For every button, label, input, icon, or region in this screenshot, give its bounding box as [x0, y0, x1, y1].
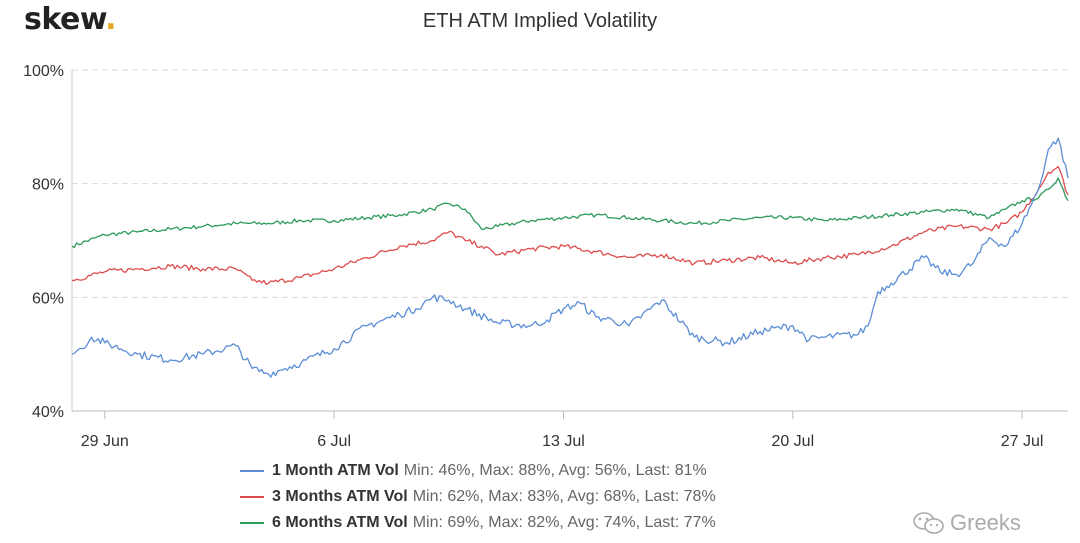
legend-swatch-3-months: [240, 496, 264, 498]
chart-title: ETH ATM Implied Volatility: [422, 10, 658, 32]
legend-label-6-months: 6 Months ATM Vol: [272, 514, 408, 531]
logo-dot: .: [105, 2, 117, 37]
logo-text: skew: [24, 2, 106, 37]
legend-stats-6-months: Min: 69%, Max: 82%, Avg: 74%, Last: 77%: [412, 514, 716, 531]
series-line-3-months: [71, 165, 1069, 286]
x-tick-label: 13 Jul: [542, 433, 585, 450]
series-line-1-month: [71, 137, 1069, 378]
legend-swatch-6-months: [240, 522, 264, 524]
legend-stats-1-month: Min: 46%, Max: 88%, Avg: 56%, Last: 81%: [403, 462, 707, 479]
y-tick-label: 60%: [32, 290, 64, 307]
watermark: Greeks: [912, 510, 1021, 536]
series-line-6-months: [71, 177, 1069, 249]
y-tick-label: 40%: [32, 404, 64, 421]
watermark-text: Greeks: [950, 510, 1021, 535]
legend-label-1-month: 1 Month ATM Vol: [272, 462, 399, 479]
legend-item-6-months[interactable]: 6 Months ATM Vol Min: 69%, Max: 82%, Avg…: [240, 510, 716, 536]
legend-stats-3-months: Min: 62%, Max: 83%, Avg: 68%, Last: 78%: [412, 488, 716, 505]
axes: 40% 60% 80% 100% 29 Jun 6 Jul 13 Jul 20 Jul 27 J…: [23, 63, 1068, 450]
x-tick-label: 29 Jun: [81, 433, 129, 450]
legend-item-1-month[interactable]: 1 Month ATM Vol Min: 46%, Max: 88%, Avg:…: [240, 458, 716, 484]
series-lines: [71, 137, 1069, 378]
x-tick-label: 20 Jul: [771, 433, 814, 450]
legend-label-3-months: 3 Months ATM Vol: [272, 488, 408, 505]
legend-swatch-1-month: [240, 470, 264, 472]
x-tick-label: 27 Jul: [1001, 433, 1044, 450]
skew-logo: skew.: [24, 2, 117, 37]
y-tick-label: 80%: [32, 177, 64, 194]
y-tick-label: 100%: [23, 63, 64, 80]
grid-lines: [72, 69, 1068, 298]
legend-item-3-months[interactable]: 3 Months ATM Vol Min: 62%, Max: 83%, Avg…: [240, 484, 716, 510]
wechat-icon: [913, 512, 944, 534]
legend: 1 Month ATM Vol Min: 46%, Max: 88%, Avg:…: [240, 458, 716, 536]
x-tick-label: 6 Jul: [317, 433, 351, 450]
